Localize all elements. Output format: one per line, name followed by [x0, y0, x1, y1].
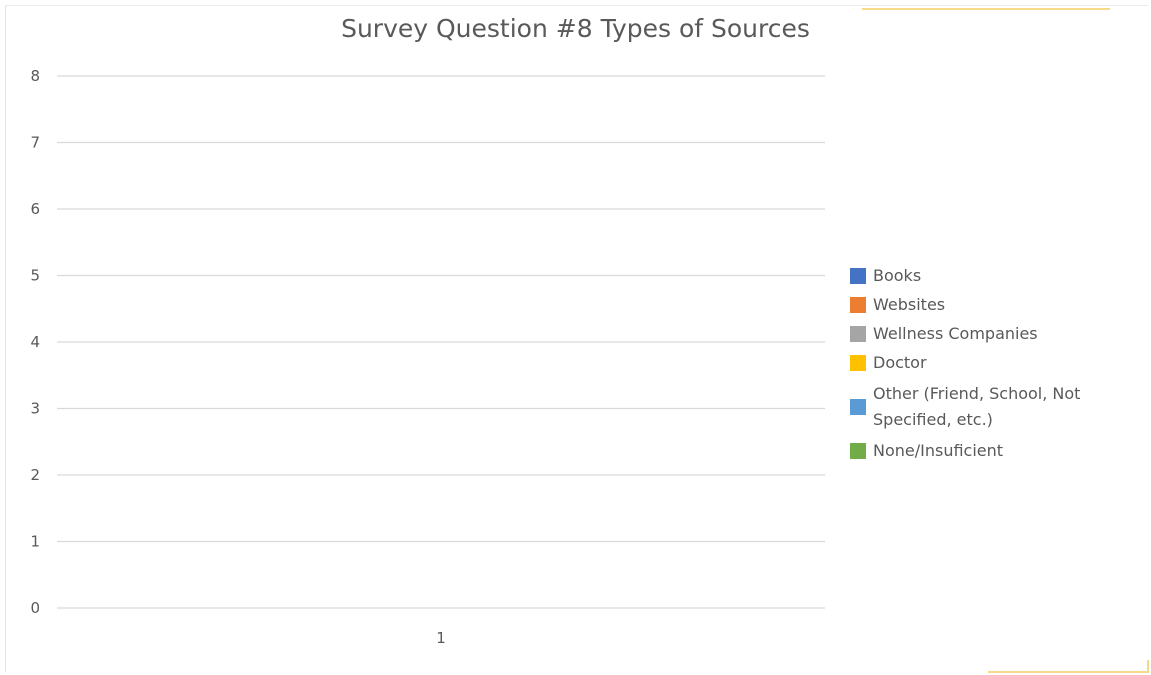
legend-swatch	[850, 268, 866, 284]
chart-frame	[5, 5, 1148, 672]
legend-item[interactable]: Books	[850, 265, 1145, 287]
legend-item[interactable]: None/Insuficient	[850, 440, 1145, 462]
selection-accent-top	[862, 8, 1110, 10]
legend: Books Websites Wellness Companies Doctor Oth…	[850, 265, 1145, 469]
legend-label: Books	[873, 266, 922, 285]
y-tick-label: 4	[30, 333, 40, 351]
legend-item[interactable]: Other (Friend, School, Not Specified, et…	[850, 381, 1145, 433]
legend-swatch	[850, 399, 866, 415]
legend-swatch	[850, 443, 866, 459]
legend-label: Other (Friend, School, Not Specified, et…	[873, 384, 1081, 429]
chart-title: Survey Question #8 Types of Sources	[341, 14, 810, 43]
legend-label: Doctor	[873, 353, 927, 372]
selection-accent-bottom	[988, 671, 1148, 673]
legend-swatch	[850, 326, 866, 342]
plot-area: 0 1 2 3 4 5 6 7 8 1	[30, 67, 825, 647]
legend-label: Websites	[873, 295, 946, 314]
y-tick-label: 1	[30, 533, 40, 551]
legend-item[interactable]: Wellness Companies	[850, 323, 1145, 345]
selection-accent-corner	[1147, 660, 1149, 673]
y-tick-label: 8	[30, 67, 40, 85]
y-tick-label: 3	[30, 400, 40, 418]
y-tick-label: 0	[30, 599, 40, 617]
legend-label: Wellness Companies	[873, 324, 1038, 343]
legend-label: None/Insuficient	[873, 441, 1004, 460]
legend-swatch	[850, 297, 866, 313]
y-tick-label: 5	[30, 267, 40, 285]
y-tick-label: 7	[30, 134, 40, 152]
y-tick-label: 6	[30, 200, 40, 218]
x-tick-label: 1	[436, 629, 446, 647]
y-tick-label: 2	[30, 466, 40, 484]
legend-item[interactable]: Websites	[850, 294, 1145, 316]
legend-item[interactable]: Doctor	[850, 352, 1145, 374]
legend-swatch	[850, 355, 866, 371]
